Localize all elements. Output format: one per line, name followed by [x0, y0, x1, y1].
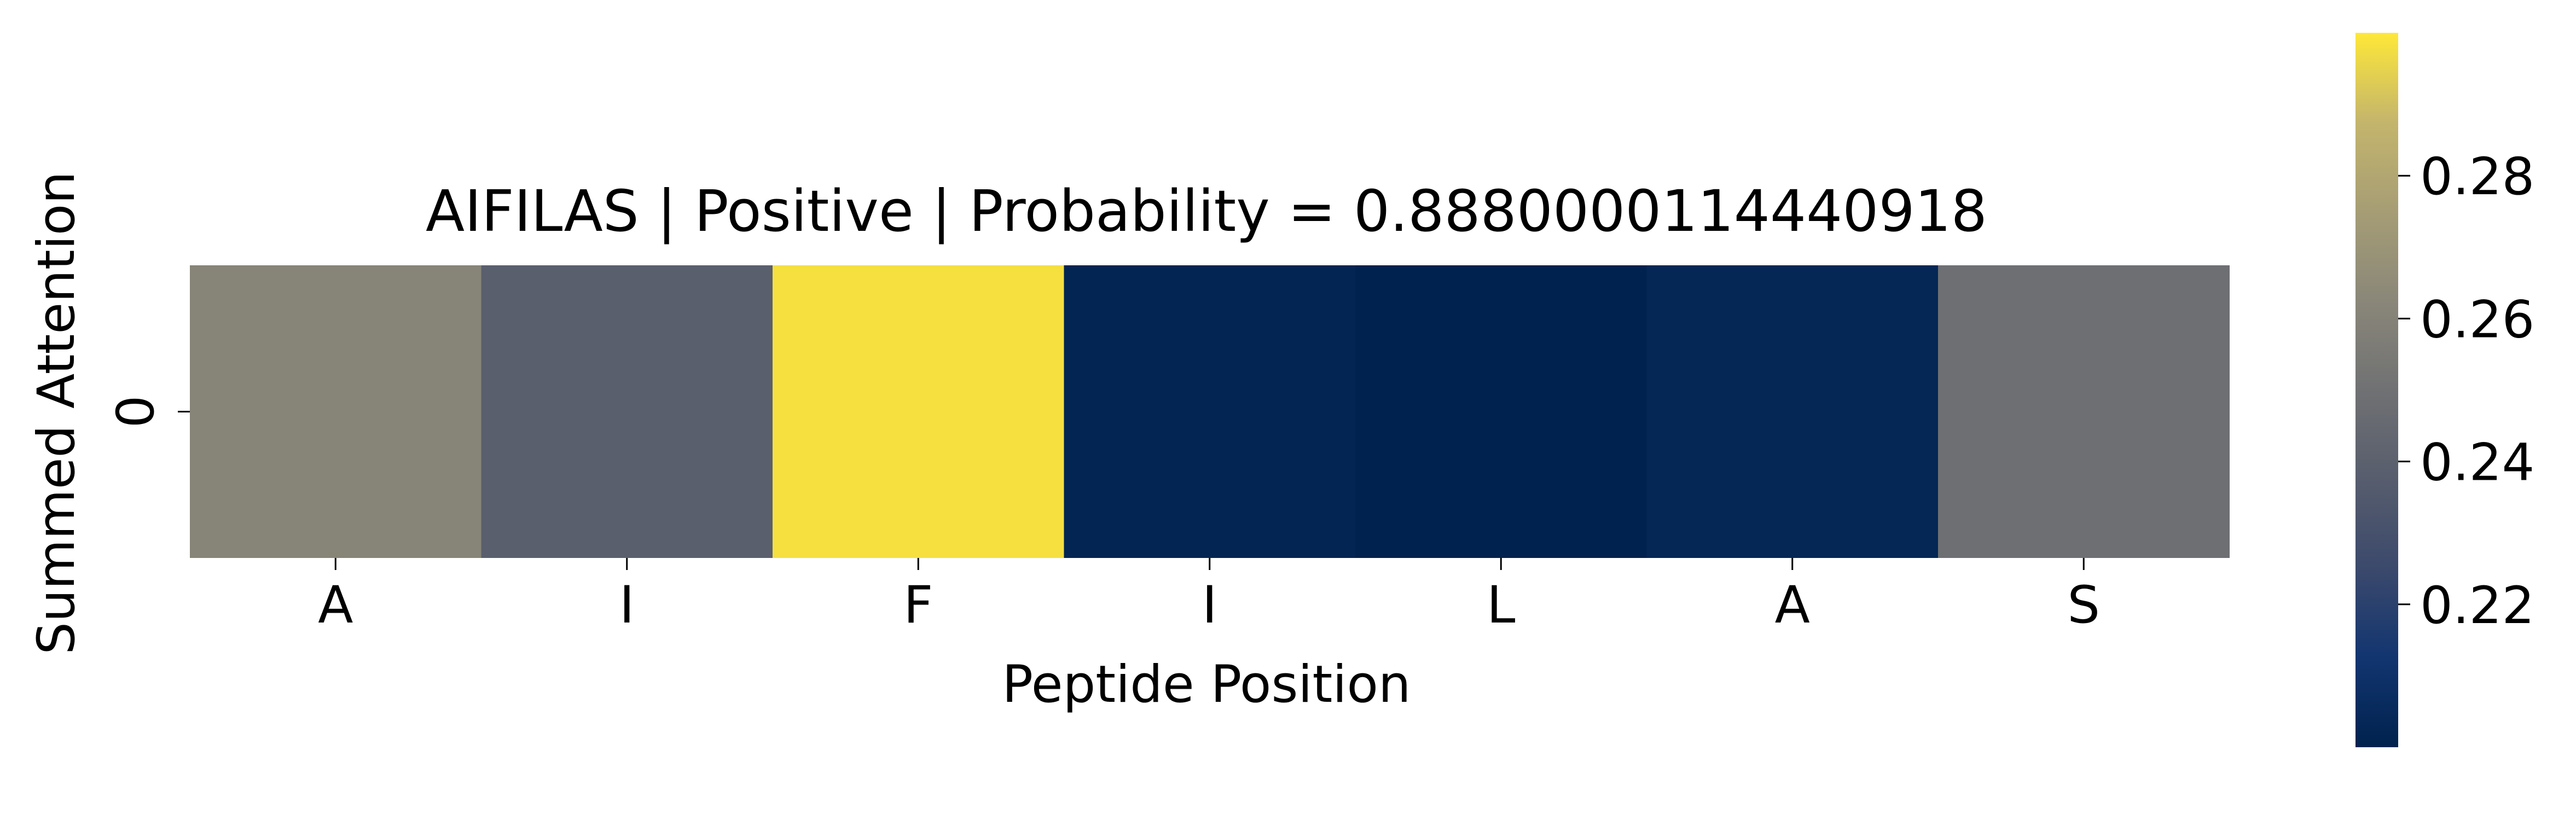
- colorbar-ticks: 0.22 0.24 0.26 0.28: [2398, 147, 2534, 636]
- x-axis-label: Peptide Position: [1002, 655, 1411, 714]
- heatmap-cell: [773, 265, 1064, 558]
- heatmap-cell: [1646, 265, 1939, 558]
- y-axis-label: Summed Attention: [27, 171, 86, 655]
- heatmap-cell: [1064, 265, 1356, 558]
- colorbar-tick-label: 0.26: [2420, 290, 2534, 350]
- colorbar-tick-label: 0.28: [2420, 147, 2534, 207]
- y-axis-ticks: 0: [106, 395, 190, 428]
- chart-title: AIFILAS | Positive | Probability = 0.888…: [426, 178, 1987, 245]
- heatmap-cell: [1938, 265, 2230, 558]
- x-tick-label: A: [1775, 575, 1810, 635]
- x-tick-label: I: [1202, 575, 1217, 635]
- x-tick-label: F: [903, 575, 933, 635]
- x-tick-label: L: [1487, 575, 1515, 635]
- heatmap-cell: [481, 265, 773, 558]
- x-tick-label: S: [2067, 575, 2100, 635]
- colorbar: [2355, 33, 2398, 747]
- x-tick-label: I: [619, 575, 635, 635]
- x-tick-label: A: [318, 575, 353, 635]
- colorbar-tick-label: 0.22: [2420, 576, 2534, 636]
- heatmap-cell: [1355, 265, 1647, 558]
- y-tick-label: 0: [106, 395, 166, 428]
- heatmap-cells: [190, 265, 2230, 558]
- heatmap-cell: [190, 265, 481, 558]
- colorbar-tick-label: 0.24: [2420, 433, 2534, 493]
